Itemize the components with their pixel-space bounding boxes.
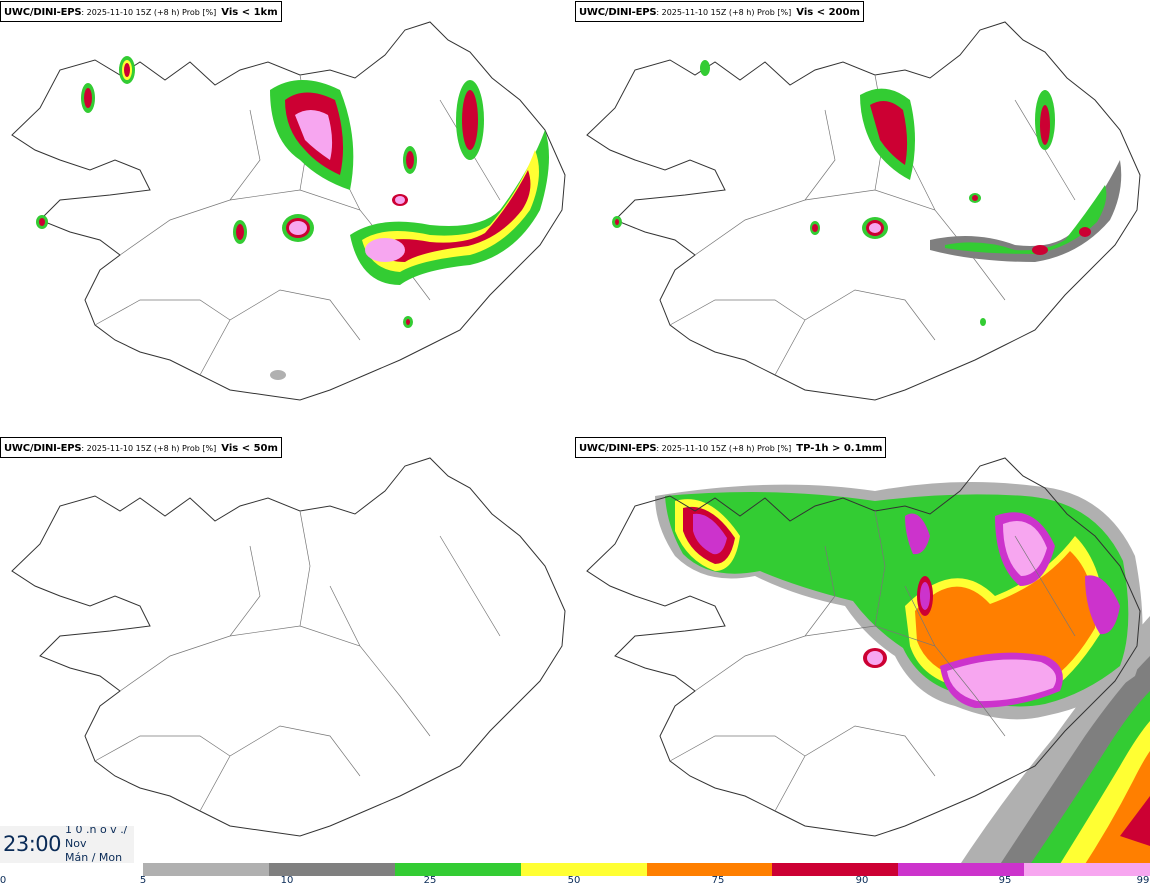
colorbar-tick: 75 (711, 875, 725, 886)
model-name: UWC/DINI-EPS (579, 443, 657, 454)
valid-time: 23:00 (3, 832, 62, 856)
colorbar-segment (520, 863, 647, 876)
model-name: UWC/DINI-EPS (4, 443, 82, 454)
run-info: : 2025-11-10 15Z (+8 h) Prob [%] (81, 444, 217, 453)
probability-blobs (612, 60, 1122, 326)
model-name: UWC/DINI-EPS (579, 7, 657, 18)
colorbar-segment (1024, 863, 1150, 876)
panel-title: UWC/DINI-EPS: 2025-11-10 15Z (+8 h) Prob… (575, 1, 864, 22)
colorbar-segment (646, 863, 773, 876)
colorbar-tick: 25 (423, 875, 437, 886)
probability-blobs (36, 56, 549, 380)
iceland-map (11, 457, 566, 837)
map-panel-precip: UWC/DINI-EPS: 2025-11-10 15Z (+8 h) Prob… (575, 436, 1150, 872)
threshold-label: Vis < 1km (221, 7, 278, 18)
probability-blobs (655, 482, 1150, 872)
colorbar-tick: 95 (998, 875, 1012, 886)
threshold-label: Vis < 200m (796, 7, 860, 18)
map-panel-vis-50m: UWC/DINI-EPS: 2025-11-10 15Z (+8 h) Prob… (0, 436, 575, 872)
colorbar-tick: 10 (280, 875, 294, 886)
map-panel-vis-200m: UWC/DINI-EPS: 2025-11-10 15Z (+8 h) Prob… (575, 0, 1150, 436)
valid-time-box: 23:00 1 0 .n o v ./ Nov Mán / Mon (0, 826, 134, 863)
colorbar-tick-labels: 0 5 10 25 50 75 90 95 99 (0, 875, 1150, 891)
iceland-map (11, 21, 566, 401)
threshold-label: Vis < 50m (221, 443, 278, 454)
panel-title: UWC/DINI-EPS: 2025-11-10 15Z (+8 h) Prob… (0, 1, 282, 22)
iceland-map (586, 457, 1150, 872)
colorbar-tick: 50 (567, 875, 581, 886)
date-line-3: Mán / Mon (65, 851, 123, 863)
colorbar-tick: 0 (0, 875, 7, 886)
colorbar-segment (143, 863, 269, 876)
colorbar-segment (394, 863, 521, 876)
run-info: : 2025-11-10 15Z (+8 h) Prob [%] (81, 8, 217, 17)
iceland-map (586, 21, 1141, 401)
run-info: : 2025-11-10 15Z (+8 h) Prob [%] (656, 8, 792, 17)
panel-title: UWC/DINI-EPS: 2025-11-10 15Z (+8 h) Prob… (0, 437, 282, 458)
date-line-2: Nov (65, 837, 87, 850)
panel-title: UWC/DINI-EPS: 2025-11-10 15Z (+8 h) Prob… (575, 437, 887, 458)
colorbar-segment (898, 863, 1025, 876)
map-panel-vis-1km: UWC/DINI-EPS: 2025-11-10 15Z (+8 h) Prob… (0, 0, 575, 436)
colorbar-segment (268, 863, 395, 876)
colorbar-tick: 90 (855, 875, 869, 886)
probability-colorbar (143, 863, 1150, 876)
colorbar-segment (772, 863, 899, 876)
colorbar-tick: 99 (1136, 875, 1150, 886)
model-name: UWC/DINI-EPS (4, 7, 82, 18)
colorbar-tick: 5 (139, 875, 147, 886)
run-info: : 2025-11-10 15Z (+8 h) Prob [%] (656, 444, 792, 453)
threshold-label: TP-1h > 0.1mm (796, 443, 883, 454)
date-line-1: 1 0 .n o v ./ (65, 826, 128, 836)
